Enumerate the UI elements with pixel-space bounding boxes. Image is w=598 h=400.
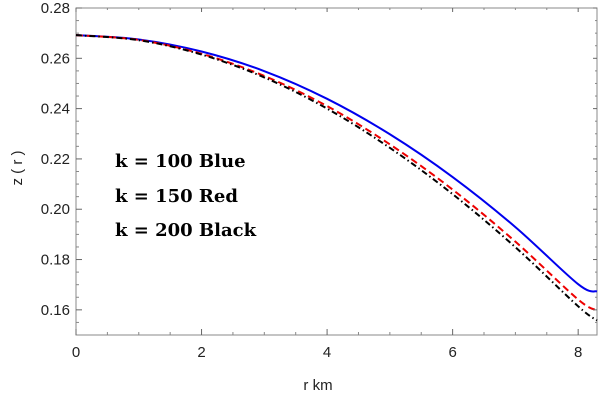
series-line-k150-red xyxy=(75,34,598,312)
legend-annotations: k = 100 Blue k = 150 Red k = 200 Black xyxy=(115,151,257,241)
series-line-k200-black xyxy=(75,34,598,322)
y-tick-label: 0.22 xyxy=(41,151,70,168)
legend-entry-k150: k = 150 Red xyxy=(115,186,238,207)
x-tick-label: 0 xyxy=(72,344,80,361)
y-tick-label: 0.26 xyxy=(41,50,70,67)
y-tick-label: 0.28 xyxy=(41,0,70,17)
y-axis-label: z ( r ) xyxy=(9,151,26,186)
tick-layer: 0.16 0.18 0.20 0.22 0.24 0.26 0.28 0 2 4 6 8 xyxy=(41,0,597,361)
y-tick-label: 0.18 xyxy=(41,252,70,269)
x-tick-label: 4 xyxy=(323,344,331,361)
legend-entry-k100: k = 100 Blue xyxy=(115,151,246,172)
x-axis-label: r km xyxy=(303,377,332,394)
y-tick-label: 0.24 xyxy=(41,101,70,118)
series-layer xyxy=(75,34,598,322)
x-tick-label: 6 xyxy=(448,344,456,361)
legend-entry-k200: k = 200 Black xyxy=(115,220,257,241)
y-tick-label: 0.16 xyxy=(41,302,70,319)
x-tick-label: 8 xyxy=(574,344,582,361)
y-tick-label: 0.20 xyxy=(41,201,70,218)
x-tick-label: 2 xyxy=(197,344,205,361)
series-line-k100-blue xyxy=(75,34,598,293)
label-layer: r km z ( r ) xyxy=(9,151,333,395)
